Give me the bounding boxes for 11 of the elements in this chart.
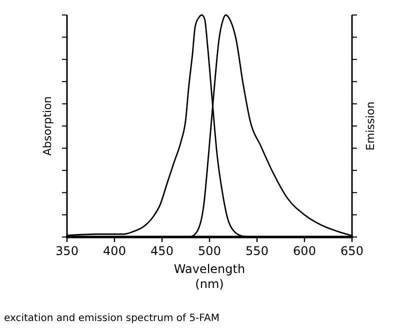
- x-tick-label: 450: [150, 244, 174, 258]
- x-tick-label: 650: [340, 244, 364, 258]
- x-tick-label: 550: [246, 244, 268, 258]
- y2-axis-title: Emission: [364, 102, 377, 150]
- x-axis-title: Wavelength (nm): [174, 262, 246, 291]
- y-axis-title: Absorption: [41, 96, 54, 156]
- text: excitation and emission spectrum of 5-FAM: [4, 313, 220, 324]
- x-tick-label: 350: [56, 244, 78, 258]
- x-tick-label: 600: [293, 244, 316, 258]
- x-tick-label: 500: [198, 244, 221, 258]
- x-tick-label: 400: [103, 244, 126, 258]
